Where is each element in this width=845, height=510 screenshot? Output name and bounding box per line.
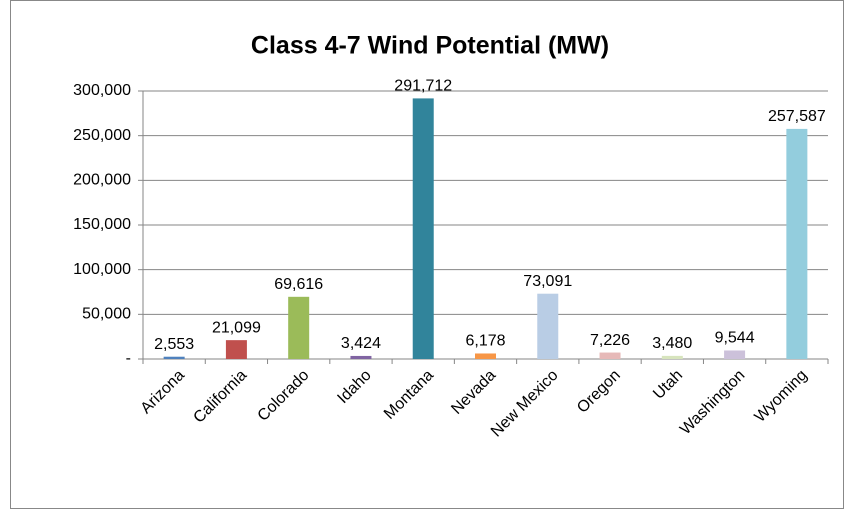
bar	[163, 356, 185, 359]
chart-title: Class 4-7 Wind Potential (MW)	[251, 32, 609, 60]
bar	[599, 352, 621, 359]
y-tick-label: 100,000	[73, 261, 131, 278]
y-tick-label: 150,000	[73, 216, 131, 233]
bar	[724, 350, 746, 359]
y-tick-label: 200,000	[73, 172, 131, 189]
bar	[475, 353, 496, 359]
bar	[225, 340, 247, 359]
bar	[350, 355, 372, 359]
data-label: 291,712	[394, 78, 452, 95]
data-label: 69,616	[274, 276, 323, 293]
data-label: 9,544	[715, 330, 755, 347]
bar	[412, 98, 434, 360]
data-label: 2,553	[154, 336, 194, 353]
data-label: 257,587	[768, 108, 826, 125]
bar	[661, 355, 683, 359]
bar	[288, 296, 310, 359]
y-tick-label: -	[126, 350, 131, 367]
y-tick-label: 300,000	[73, 82, 131, 99]
y-tick-label: 50,000	[82, 306, 131, 323]
data-label: 7,226	[590, 332, 630, 349]
bar	[786, 128, 808, 359]
data-label: 3,424	[341, 335, 381, 352]
data-label: 6,178	[465, 333, 505, 350]
y-tick-label: 250,000	[73, 127, 131, 144]
data-label: 21,099	[212, 319, 261, 336]
bar	[537, 293, 559, 359]
data-label: 73,091	[523, 273, 572, 290]
data-label: 3,480	[652, 335, 692, 352]
